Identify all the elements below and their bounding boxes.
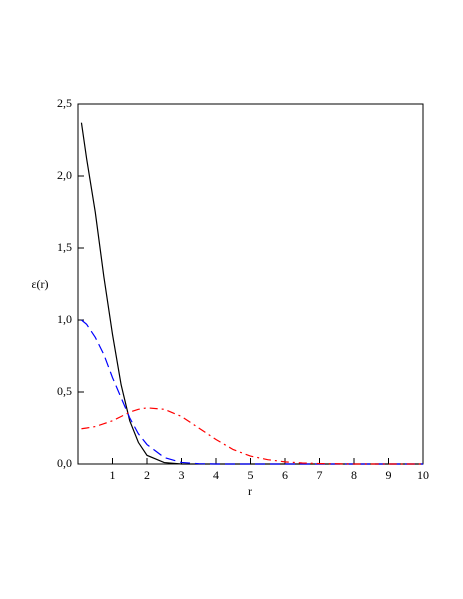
x-tick-label: 4 (213, 468, 219, 482)
x-tick-label: 8 (351, 468, 357, 482)
x-tick-label: 2 (144, 468, 150, 482)
y-tick-label: 0,0 (57, 456, 72, 470)
x-tick-label: 7 (317, 468, 323, 482)
x-tick-label: 3 (179, 468, 185, 482)
x-tick-label: 6 (282, 468, 288, 482)
y-tick-label: 2,5 (57, 96, 72, 110)
x-tick-label: 9 (386, 468, 392, 482)
x-tick-label: 5 (248, 468, 254, 482)
plot-frame (77, 103, 424, 465)
y-tick-label: 2,0 (57, 168, 72, 182)
x-tick-label: 10 (417, 468, 429, 482)
y-axis-label: ε(r) (31, 277, 48, 291)
y-tick-label: 1,0 (57, 312, 72, 326)
x-axis-label: r (248, 484, 252, 498)
y-tick-label: 0,5 (57, 384, 72, 398)
line-series (81, 407, 423, 465)
line-series (80, 122, 423, 465)
y-tick-label: 1,5 (57, 240, 72, 254)
x-tick-label: 1 (110, 468, 116, 482)
line-series (81, 319, 423, 465)
